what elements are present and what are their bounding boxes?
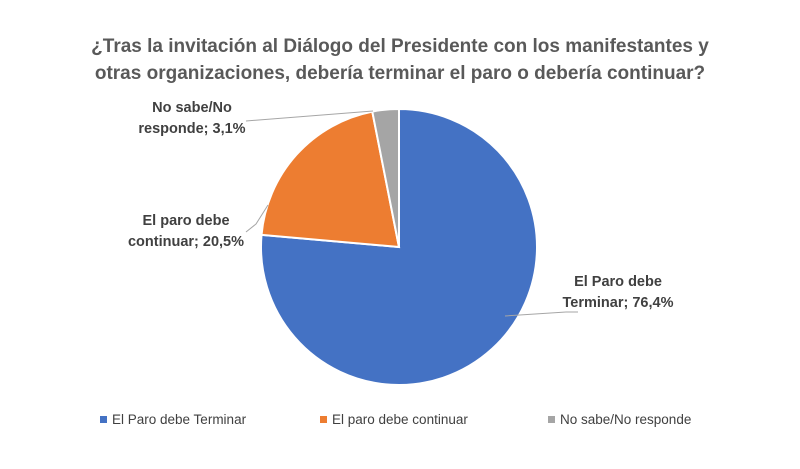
data-label-terminar: El Paro debe Terminar; 76,4% <box>563 274 674 311</box>
leader-line-no-sabe <box>245 110 374 122</box>
pie-slice-no-sabe <box>371 107 400 248</box>
data-label-continuar-line-1: El paro debe <box>142 213 229 229</box>
leader-lines <box>245 110 578 317</box>
leader-line-terminar <box>504 311 578 317</box>
legend-swatch-terminar <box>100 416 107 423</box>
data-label-terminar-line-1: El Paro debe <box>574 274 662 290</box>
legend: El Paro debe Terminar El paro debe conti… <box>100 412 691 427</box>
data-label-no-sabe-line-2: responde; 3,1% <box>138 121 245 137</box>
chart-title-line-1: ¿Tras la invitación al Diálogo del Presi… <box>91 36 709 57</box>
legend-swatch-no-sabe <box>548 416 555 423</box>
legend-label-no-sabe: No sabe/No responde <box>560 412 691 427</box>
pie-slice-continuar <box>260 110 401 249</box>
data-label-no-sabe-line-1: No sabe/No <box>152 100 232 116</box>
legend-label-terminar: El Paro debe Terminar <box>112 412 247 427</box>
data-label-continuar: El paro debe continuar; 20,5% <box>128 213 244 250</box>
data-label-terminar-line-2: Terminar; 76,4% <box>563 295 674 311</box>
legend-swatch-continuar <box>320 416 327 423</box>
legend-label-continuar: El paro debe continuar <box>332 412 468 427</box>
chart-title-line-2: otras organizaciones, debería terminar e… <box>95 63 705 84</box>
data-label-no-sabe: No sabe/No responde; 3,1% <box>138 100 245 137</box>
pie-slices <box>260 107 538 386</box>
data-label-continuar-line-2: continuar; 20,5% <box>128 234 244 250</box>
leader-line-continuar <box>245 204 269 233</box>
